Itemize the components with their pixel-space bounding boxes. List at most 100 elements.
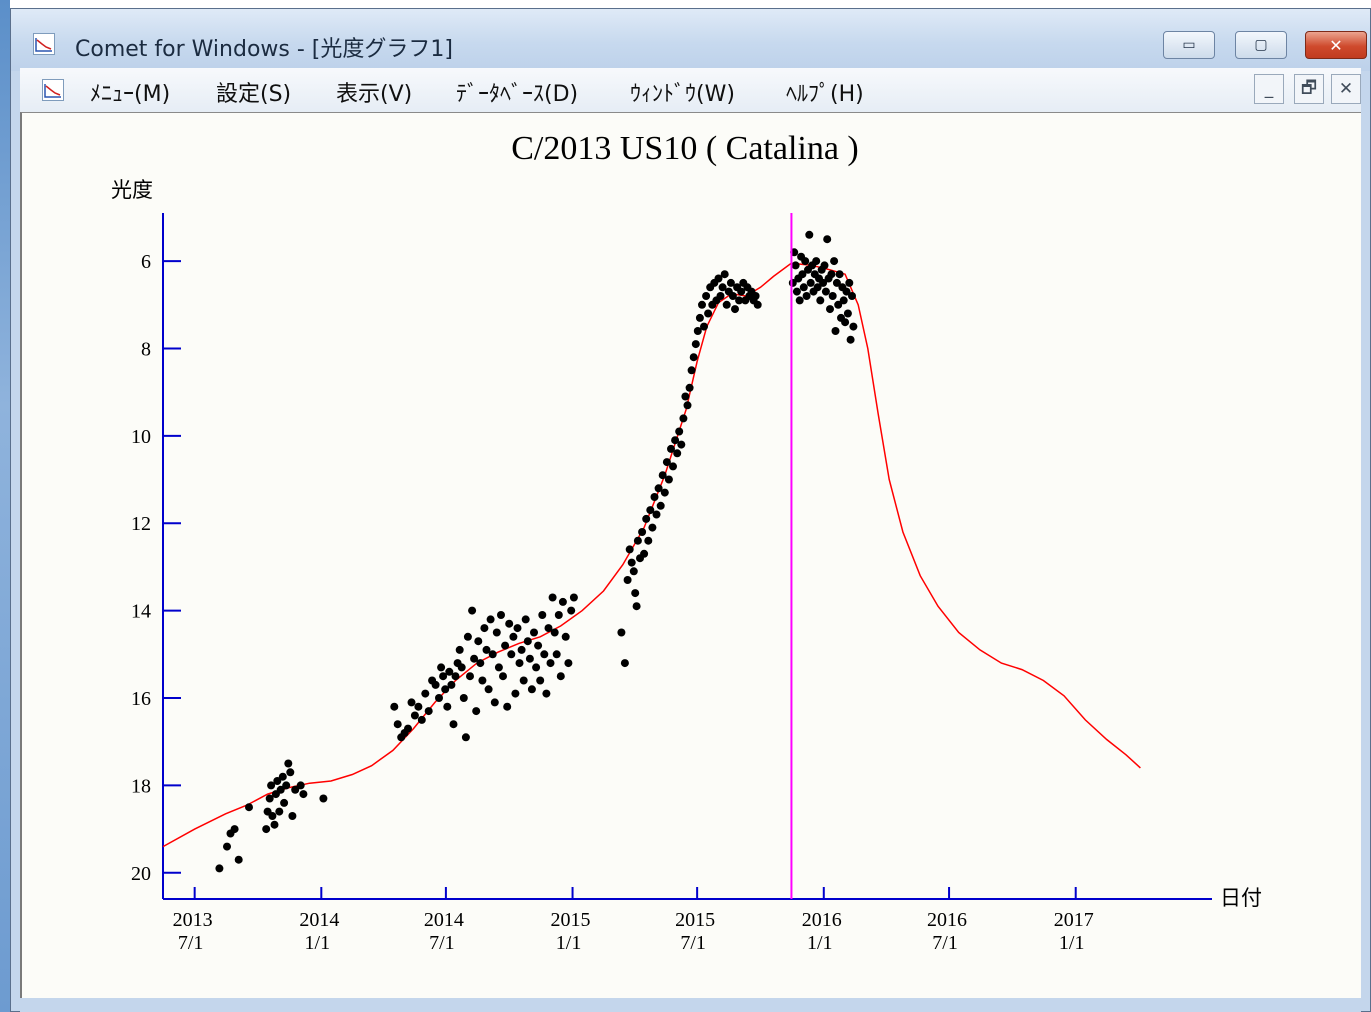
data-point (521, 615, 530, 624)
data-point (731, 305, 739, 314)
data-point (282, 781, 291, 790)
data-point (700, 322, 708, 331)
menu-item-view[interactable]: 表示(V) (336, 82, 413, 107)
data-point (497, 611, 505, 619)
menu-item-help[interactable]: ﾍﾙﾌﾟ(H) (786, 82, 864, 107)
data-point (505, 619, 514, 628)
data-point (685, 383, 694, 392)
data-point (683, 401, 692, 410)
mdi-document-icon[interactable] (42, 79, 64, 101)
menu-item-menu[interactable]: ﾒﾆｭｰ(M) (90, 82, 171, 107)
data-point (652, 510, 661, 519)
window-bottom-border (20, 998, 1361, 1012)
data-point (832, 278, 841, 287)
data-point (280, 798, 289, 807)
data-point (791, 261, 800, 270)
data-point (507, 650, 516, 659)
mdi-restore-button[interactable]: 🗗 (1294, 74, 1324, 104)
data-point (230, 825, 239, 834)
observation-points (215, 230, 858, 873)
data-point (728, 292, 737, 300)
x-tick-label-day: 7/1 (680, 932, 706, 954)
minimize-icon: _ (1264, 79, 1274, 99)
close-icon: ✕ (1338, 79, 1354, 99)
mdi-minimize-button[interactable]: _ (1254, 74, 1284, 104)
desktop-background (0, 0, 10, 1012)
data-point (519, 676, 528, 685)
data-point (449, 720, 458, 729)
data-point (716, 292, 725, 300)
data-point (792, 287, 801, 296)
light-curve-chart: C/2013 US10 ( Catalina ) 光度 日付 6 8 10 12 14 1… (111, 130, 1262, 954)
data-point (646, 506, 655, 515)
data-point (843, 309, 852, 318)
data-point (656, 501, 665, 510)
data-point (417, 715, 426, 724)
data-point (488, 650, 497, 659)
data-point (632, 602, 641, 611)
close-icon: ✕ (1329, 35, 1343, 55)
menu-item-settings[interactable]: 設定(S) (216, 82, 292, 107)
x-tick-label-day: 7/1 (932, 932, 958, 954)
data-point (798, 270, 807, 279)
data-point (424, 707, 433, 716)
y-axis-label: 光度 (111, 178, 153, 202)
mdi-close-button[interactable]: ✕ (1331, 74, 1361, 104)
data-point (265, 794, 274, 803)
data-point (726, 278, 735, 287)
y-tick-label: 14 (131, 601, 151, 623)
data-point (650, 493, 659, 501)
data-point (515, 659, 524, 668)
data-point (463, 632, 472, 641)
data-point (523, 637, 532, 646)
menu-item-database[interactable]: ﾃﾞｰﾀﾍﾞｰｽ(D) (456, 82, 579, 107)
minimize-button[interactable]: ▭ (1163, 31, 1215, 59)
x-tick-label-year: 2016 (802, 909, 842, 931)
data-point (662, 458, 671, 467)
data-point (693, 327, 702, 335)
x-tick-label-year: 2014 (299, 909, 339, 931)
data-point (492, 628, 501, 637)
data-point (681, 392, 690, 401)
title-bar[interactable]: Comet for Windows - [光度グラフ1] ▭ ▢ ✕ (11, 9, 1370, 71)
data-point (558, 597, 567, 606)
maximize-button[interactable]: ▢ (1235, 31, 1287, 59)
data-point (735, 296, 744, 305)
data-point (627, 558, 636, 567)
app-chart-icon (33, 33, 55, 55)
data-point (823, 235, 832, 244)
close-button[interactable]: ✕ (1305, 31, 1367, 59)
data-point (845, 278, 854, 287)
data-point (642, 514, 651, 523)
data-point (517, 645, 526, 654)
menu-item-window[interactable]: ｳｨﾝﾄﾞｳ(W) (630, 82, 735, 107)
x-tick-label-year: 2014 (424, 909, 464, 931)
data-point (215, 864, 224, 873)
data-point (223, 842, 231, 851)
data-point (494, 663, 503, 672)
data-point (849, 322, 858, 331)
data-point (631, 589, 640, 598)
data-point (561, 632, 570, 641)
data-point (414, 702, 423, 711)
data-point (835, 270, 844, 279)
data-point (821, 287, 830, 296)
data-point (284, 759, 293, 768)
data-point (812, 257, 821, 266)
data-point (278, 772, 287, 781)
data-point (445, 667, 454, 676)
x-axis-label: 日付 (1220, 886, 1262, 910)
data-point (552, 650, 561, 659)
data-point (675, 427, 684, 436)
data-point (629, 567, 638, 576)
data-point (718, 283, 727, 292)
data-point (390, 702, 399, 711)
data-point (753, 300, 762, 309)
data-point (801, 257, 810, 266)
data-point (270, 820, 279, 829)
data-point (468, 606, 477, 615)
data-point (455, 645, 464, 654)
data-point (638, 528, 647, 536)
data-point (679, 414, 688, 423)
x-tick-label-year: 2015 (551, 909, 591, 931)
